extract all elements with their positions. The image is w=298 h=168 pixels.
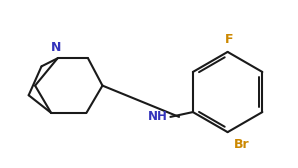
Text: NH: NH: [148, 110, 168, 123]
Text: N: N: [51, 41, 61, 54]
Text: Br: Br: [233, 138, 249, 151]
Text: F: F: [225, 33, 233, 46]
